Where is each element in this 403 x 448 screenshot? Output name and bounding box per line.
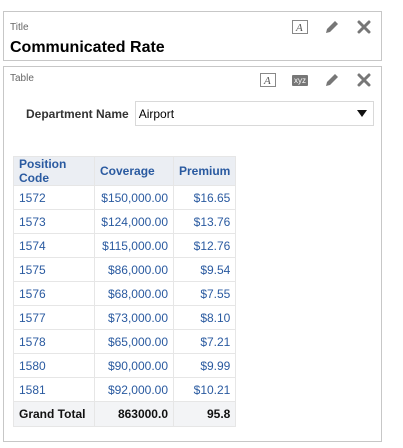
coverage-cell[interactable]: $68,000.00 xyxy=(94,281,174,306)
coverage-cell[interactable]: $92,000.00 xyxy=(94,377,174,402)
chevron-down-icon xyxy=(356,110,367,117)
position-code-cell[interactable]: 1574 xyxy=(13,233,95,258)
table-row: 1580 $90,000.00 $9.99 xyxy=(13,353,237,378)
position-code-cell[interactable]: 1575 xyxy=(13,257,95,282)
column-header-premium[interactable]: Premium xyxy=(172,156,237,186)
table-view-panel: Table A xyz Department Name Airport xyxy=(3,66,382,442)
title-toolbar: A xyxy=(291,18,373,36)
edit-button[interactable] xyxy=(323,18,341,36)
title-section-label: Title xyxy=(10,22,29,33)
table-row: 1574 $115,000.00 $12.76 xyxy=(13,233,237,258)
coverage-cell[interactable]: $90,000.00 xyxy=(94,353,174,378)
position-code-cell[interactable]: 1573 xyxy=(13,209,95,234)
department-select-value: Airport xyxy=(138,106,175,121)
close-icon xyxy=(357,20,371,34)
data-table: Position Code Coverage Premium 1572 $150… xyxy=(13,156,237,427)
table-row: 1581 $92,000.00 $10.21 xyxy=(13,377,237,402)
column-header-position-code[interactable]: Position Code xyxy=(13,156,95,186)
close-icon xyxy=(357,73,371,87)
pencil-icon xyxy=(326,74,338,86)
svg-text:A: A xyxy=(263,75,271,87)
grand-total-label: Grand Total xyxy=(13,401,95,427)
grand-total-premium: 95.8 xyxy=(172,401,237,427)
table-row: 1578 $65,000.00 $7.21 xyxy=(13,329,237,354)
position-code-cell[interactable]: 1578 xyxy=(13,329,95,354)
remove-button[interactable] xyxy=(355,71,373,89)
xyz-button[interactable]: xyz xyxy=(291,71,309,89)
format-text-icon: A xyxy=(292,20,308,34)
format-text-icon: A xyxy=(260,73,276,87)
xyz-icon: xyz xyxy=(292,74,308,86)
format-text-button[interactable]: A xyxy=(291,18,309,36)
premium-cell[interactable]: $12.76 xyxy=(172,233,237,258)
table-section-label: Table xyxy=(10,73,34,84)
premium-cell[interactable]: $7.55 xyxy=(172,281,237,306)
format-text-button[interactable]: A xyxy=(259,71,277,89)
column-header-coverage[interactable]: Coverage xyxy=(94,156,174,186)
department-filter: Department Name Airport xyxy=(26,101,374,126)
premium-cell[interactable]: $8.10 xyxy=(172,305,237,330)
department-filter-label: Department Name xyxy=(26,106,129,121)
table-toolbar: A xyz xyxy=(259,71,373,89)
position-code-cell[interactable]: 1572 xyxy=(13,185,95,210)
table-row: 1572 $150,000.00 $16.65 xyxy=(13,185,237,210)
page-title: Communicated Rate xyxy=(10,39,165,56)
premium-cell[interactable]: $9.99 xyxy=(172,353,237,378)
premium-cell[interactable]: $9.54 xyxy=(172,257,237,282)
remove-button[interactable] xyxy=(355,18,373,36)
grand-total-row: Grand Total 863000.0 95.8 xyxy=(13,401,237,427)
position-code-cell[interactable]: 1580 xyxy=(13,353,95,378)
table-row: 1575 $86,000.00 $9.54 xyxy=(13,257,237,282)
svg-text:A: A xyxy=(295,22,303,34)
coverage-cell[interactable]: $115,000.00 xyxy=(94,233,174,258)
coverage-cell[interactable]: $124,000.00 xyxy=(94,209,174,234)
premium-cell[interactable]: $10.21 xyxy=(172,377,237,402)
position-code-cell[interactable]: 1581 xyxy=(13,377,95,402)
position-code-cell[interactable]: 1576 xyxy=(13,281,95,306)
grand-total-coverage: 863000.0 xyxy=(94,401,174,427)
premium-cell[interactable]: $7.21 xyxy=(172,329,237,354)
table-header-row: Position Code Coverage Premium xyxy=(13,156,237,186)
premium-cell[interactable]: $13.76 xyxy=(172,209,237,234)
coverage-cell[interactable]: $86,000.00 xyxy=(94,257,174,282)
edit-button[interactable] xyxy=(323,71,341,89)
coverage-cell[interactable]: $73,000.00 xyxy=(94,305,174,330)
premium-cell[interactable]: $16.65 xyxy=(172,185,237,210)
title-view-panel: Title Communicated Rate A xyxy=(3,11,382,61)
department-select[interactable]: Airport xyxy=(134,101,374,126)
table-row: 1577 $73,000.00 $8.10 xyxy=(13,305,237,330)
position-code-cell[interactable]: 1577 xyxy=(13,305,95,330)
coverage-cell[interactable]: $65,000.00 xyxy=(94,329,174,354)
coverage-cell[interactable]: $150,000.00 xyxy=(94,185,174,210)
table-row: 1573 $124,000.00 $13.76 xyxy=(13,209,237,234)
pencil-icon xyxy=(326,21,338,33)
table-row: 1576 $68,000.00 $7.55 xyxy=(13,281,237,306)
